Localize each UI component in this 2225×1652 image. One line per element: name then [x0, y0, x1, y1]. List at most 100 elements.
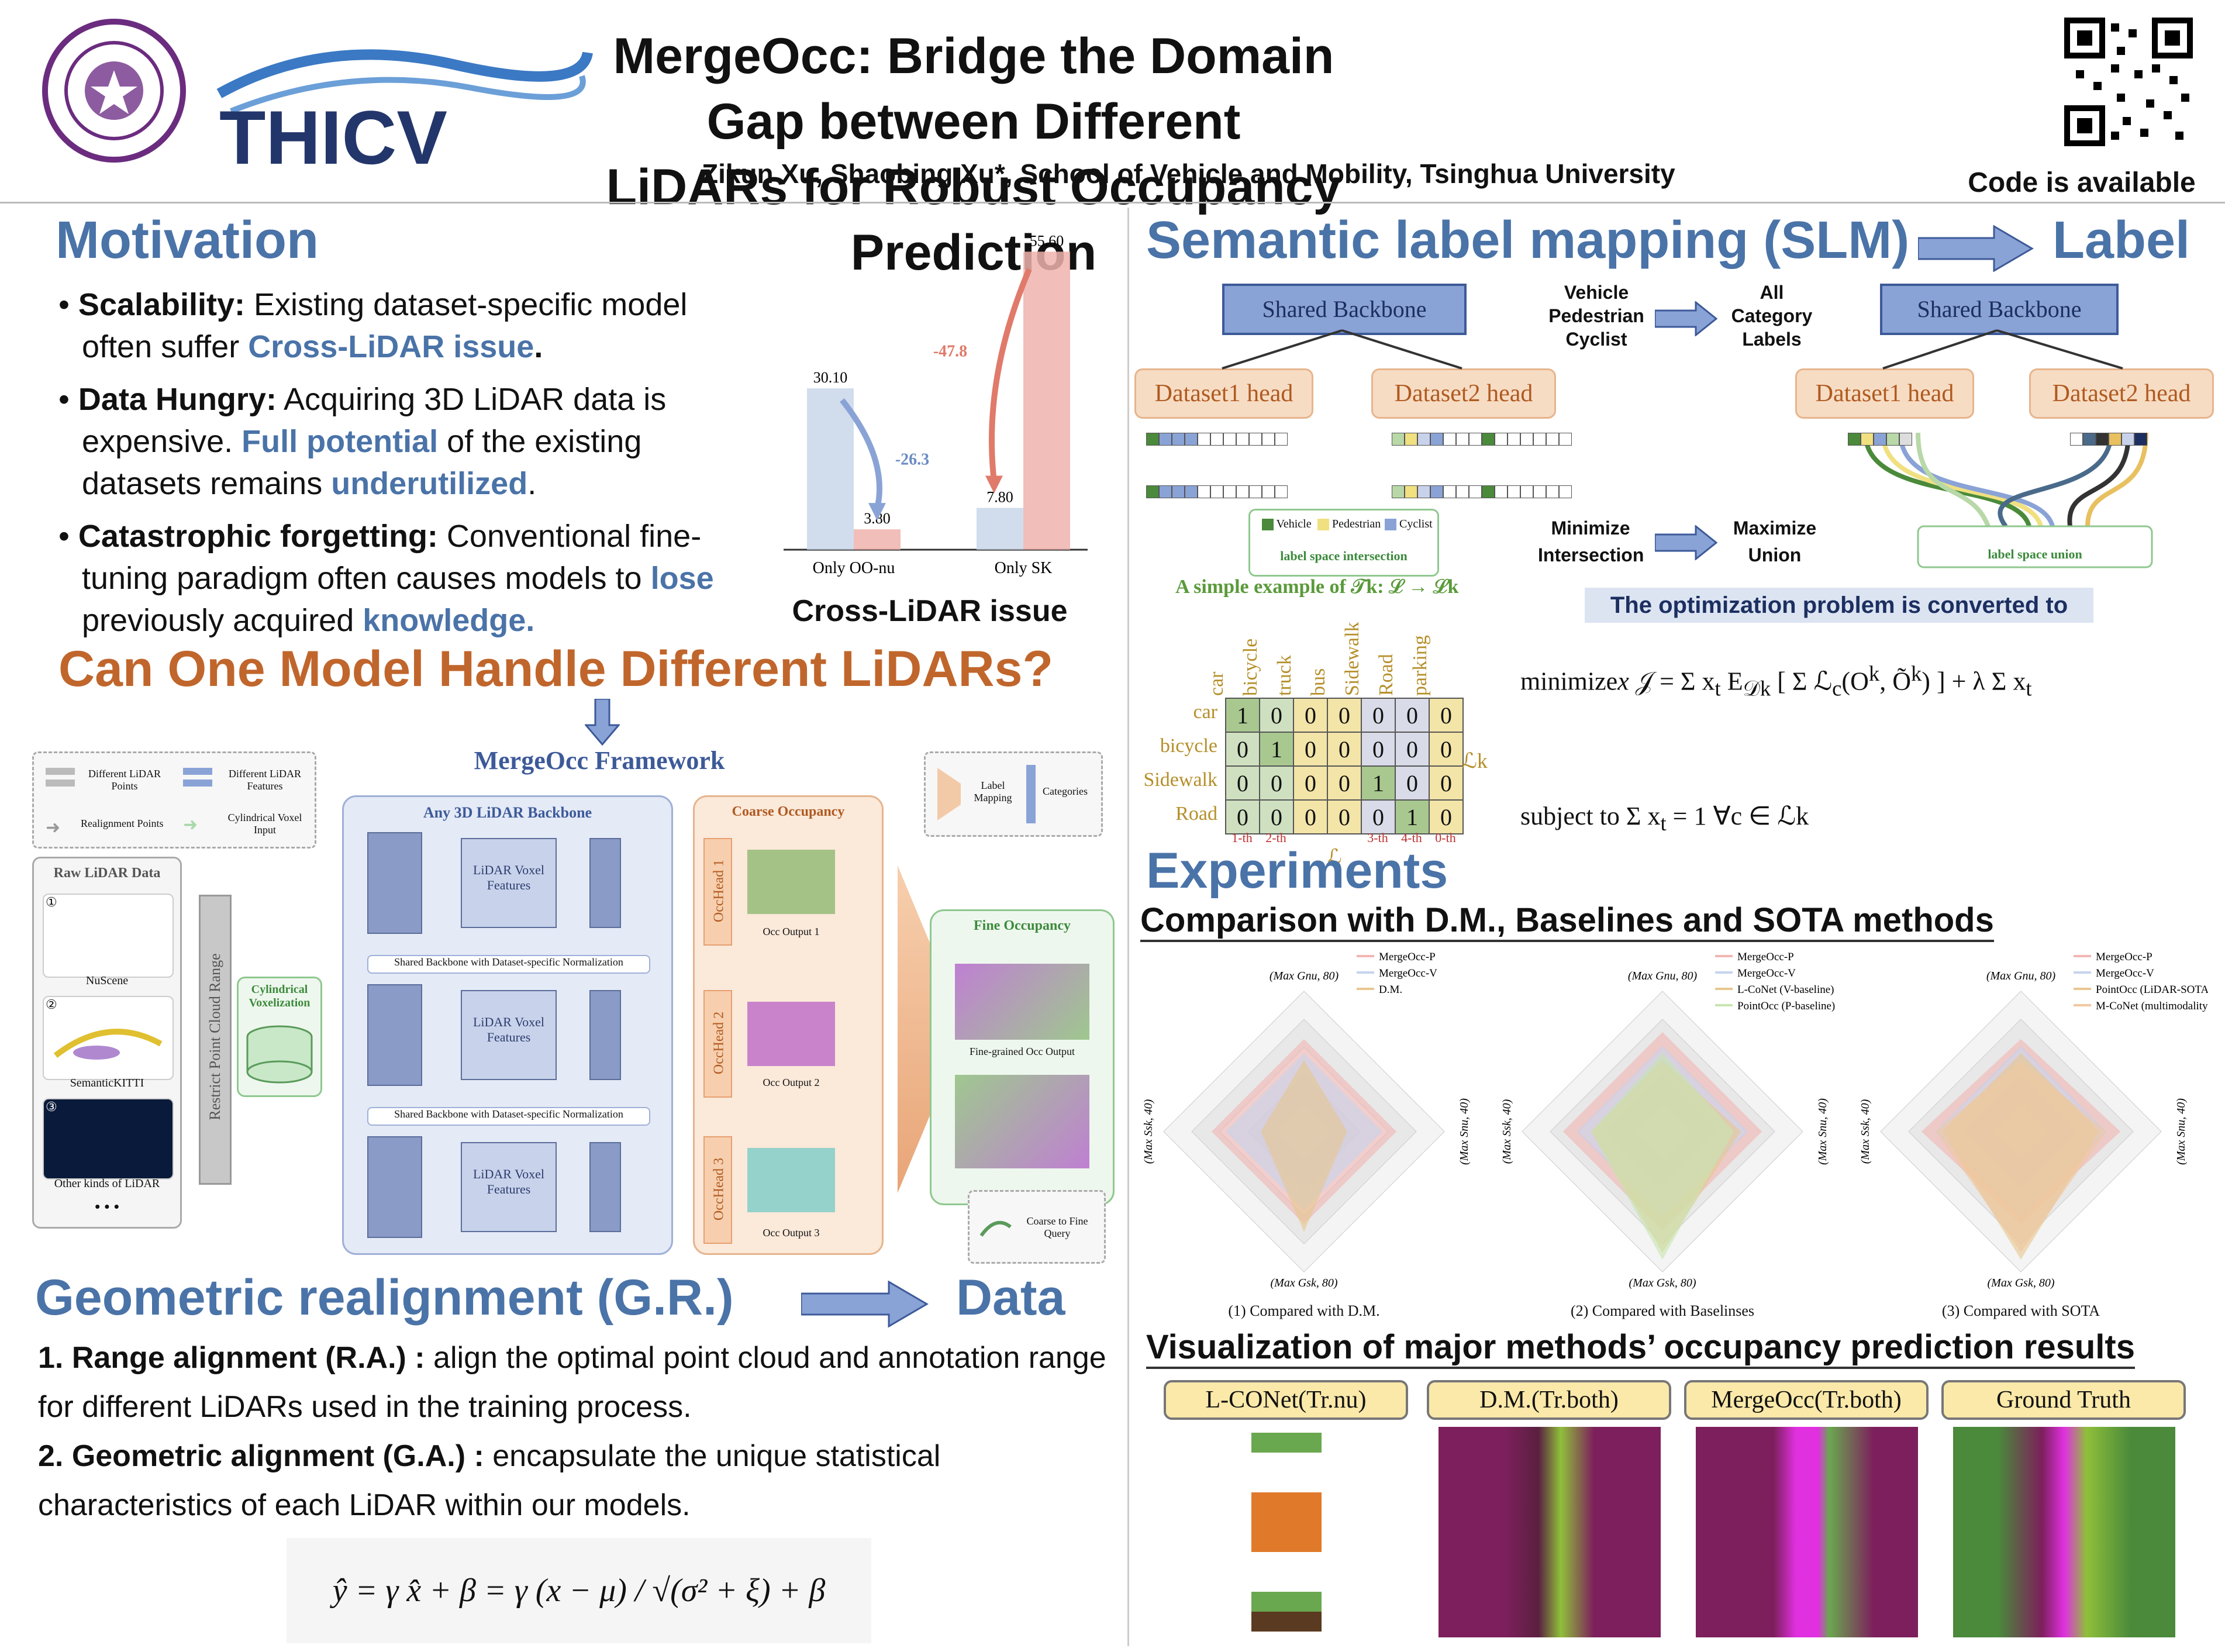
union-caption: label space union [1988, 547, 2082, 561]
matrix-cell: 0 [1259, 765, 1294, 801]
motivation-heading: Motivation [56, 211, 319, 270]
label-cell [1417, 433, 1430, 446]
label-cell [1482, 433, 1495, 446]
other-lidar-thumb [43, 1098, 174, 1179]
label-cell [1275, 485, 1288, 498]
framework-title: MergeOcc Framework [474, 746, 725, 775]
label-cell [1495, 485, 1508, 498]
tick-label-1: Only SK [995, 559, 1053, 577]
matrix-cell: 0 [1327, 765, 1362, 801]
delta-label-1: -47.8 [933, 342, 967, 360]
data-label-1-1: 55.60 [1030, 232, 1064, 249]
matrix-cell: 1 [1259, 732, 1294, 767]
matrix-cell: 0 [1293, 698, 1328, 733]
matrix-row-label: bicycle [1160, 735, 1217, 757]
label-cell [1456, 433, 1469, 446]
union-curves [1863, 329, 2153, 568]
radar-legend-entry: D.M. [1379, 984, 1402, 996]
matrix-foot-label: 0-th [1435, 830, 1456, 845]
authors: Zikun Xu, Shaobing Xu*, School of Vehicl… [702, 158, 1675, 189]
label-cell [1508, 485, 1520, 498]
label-cell [1392, 485, 1405, 498]
dataset1-head-right: Dataset1 head [1795, 368, 1974, 419]
label-cell [1508, 433, 1520, 446]
label-cell [1533, 485, 1546, 498]
label-cell [2070, 433, 2083, 446]
bullet-forgetting: • Catastrophic forgetting: Conventional … [58, 519, 714, 638]
label-cell [1443, 433, 1456, 446]
visualization-row: L-CONet(Tr.nu) D.M.(Tr.both) MergeOcc(Tr.b… [1164, 1380, 2210, 1643]
down-arrow-icon [585, 699, 620, 746]
qr-code-icon[interactable] [2064, 18, 2193, 146]
radar-legend-entry: MergeOcc-P [1737, 951, 1794, 963]
label-cell [1262, 485, 1275, 498]
backbone-branches-left [1222, 329, 1462, 370]
bar-0-0 [807, 388, 854, 550]
radar-axis-bottom: (Max Gsk, 80) [1271, 1277, 1338, 1289]
label-cell [1874, 433, 1886, 446]
label-cell [2134, 433, 2147, 446]
radar-chart-3: (Max Gnu, 80) (Max Gsk, 80) (Max Ssk, 40) (… [1857, 944, 2225, 1325]
viz-label-2: D.M.(Tr.both) [1427, 1380, 1671, 1420]
radar-axis-right: (Max Snu, 40) [1458, 1098, 1471, 1165]
matrix-col-label: bus [1308, 668, 1329, 696]
matrix-cell: 0 [1429, 732, 1464, 767]
label-cell [1236, 433, 1249, 446]
viz-label-4: Ground Truth [1941, 1380, 2186, 1420]
label-cell [1495, 433, 1508, 446]
label-cell [1443, 485, 1456, 498]
label-cell [1210, 433, 1223, 446]
matrix-cell: 0 [1429, 799, 1464, 834]
radar-axis-right: (Max Snu, 40) [1816, 1098, 1829, 1165]
label-cell [1469, 485, 1482, 498]
radar-chart-2: (Max Gnu, 80) (Max Gsk, 80) (Max Ssk, 40) (… [1499, 944, 1850, 1325]
matrix-cell: 0 [1293, 799, 1328, 834]
label-cell [1533, 433, 1546, 446]
label-cell [1430, 433, 1443, 446]
matrix-cell: 0 [1361, 732, 1396, 767]
dataset1-head-left: Dataset1 head [1134, 368, 1313, 419]
fine-occupancy-panel: Fine Occupancy Fine-grained Occ Output [930, 909, 1115, 1205]
matrix-footer: 1-th 2-th 3-th 4-th 0-th [1225, 830, 1471, 848]
motivation-bullets: • Scalability: Existing dataset-specific… [58, 284, 748, 642]
radar-chart-1: (Max Gnu, 80) (Max Gsk, 80) (Max Ssk, 40) (… [1140, 944, 1491, 1325]
label-cell [1185, 485, 1198, 498]
matrix-cell: 0 [1259, 698, 1294, 733]
label-cell [1405, 485, 1417, 498]
matrix-cell: 0 [1429, 765, 1464, 801]
label-cell [1861, 433, 1874, 446]
matrix-cell: 0 [1293, 732, 1328, 767]
right-arrow-icon [1918, 225, 2034, 272]
matrix-cell: 0 [1327, 698, 1362, 733]
radar-series-2 [1261, 1060, 1347, 1232]
matrix-cell: 0 [1327, 799, 1362, 834]
label-cell [1430, 485, 1443, 498]
radar-legend-entry: MergeOcc-P [2096, 951, 2152, 963]
matrix-cell: 1 [1225, 698, 1260, 733]
thicv-logo: THICV [216, 49, 593, 170]
matrix-cell: 1 [1361, 765, 1396, 801]
label-cell [1198, 485, 1210, 498]
label-mapping-legend: Label Mapping Categories [924, 751, 1103, 837]
matrix-col-label: truck [1274, 655, 1295, 696]
constraint-formula: subject to Σ xt = 1 ∀c ∈ ℒk [1520, 802, 1809, 835]
matrix-cell: 0 [1259, 799, 1294, 834]
comparison-subheading: Comparison with D.M., Baselines and SOTA… [1140, 901, 1994, 942]
maximize-union: Maximize Union [1733, 518, 1817, 565]
label-cell [1275, 433, 1288, 446]
framework-legend: Different LiDAR Points Different LiDAR F… [32, 751, 316, 849]
coarse-occupancy-panel: Coarse Occupancy OccHead 1 Occ Output 1 … [693, 795, 884, 1255]
radar-legend-entry: MergeOcc-V [1379, 967, 1437, 980]
minimize-intersection: Minimize Intersection [1538, 518, 1644, 565]
simple-example: A simple example of 𝒯k: ℒ → ℒk [1175, 576, 1459, 598]
objective-formula: minimizex 𝒥 = Σ xt E𝒟k [ Σ ℒc(Ok, Õk) ] … [1520, 661, 2032, 701]
radar-series-3 [1935, 1060, 2107, 1253]
delta-arrow-1 [989, 268, 1032, 482]
right-arrow-icon [1655, 301, 1718, 336]
radar-axis-top: (Max Gnu, 80) [1986, 970, 2056, 982]
matrix-cell: 0 [1429, 698, 1464, 733]
restrict-range-bar: Restrict Point Cloud Range [199, 895, 232, 1185]
matrix-cell: 0 [1225, 799, 1260, 834]
radar-caption: (3) Compared with SOTA [1941, 1302, 2100, 1319]
label-cell [1392, 433, 1405, 446]
